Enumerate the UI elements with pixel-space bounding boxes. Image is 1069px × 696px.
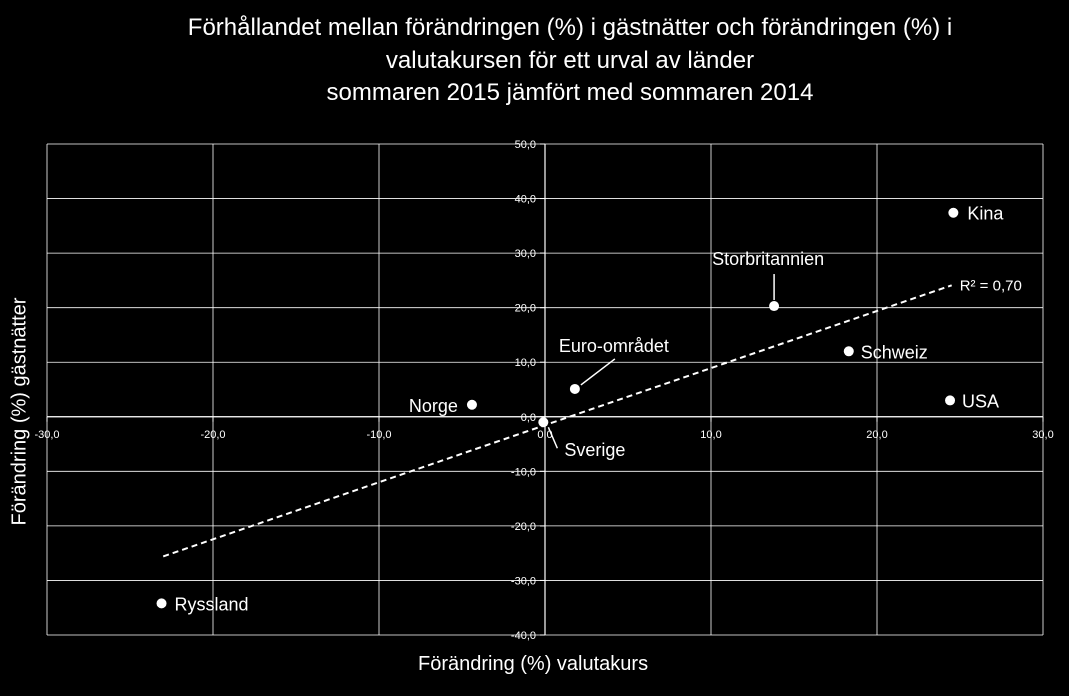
y-tick-label: 10,0 [515,357,536,369]
data-label: Kina [967,204,1004,224]
data-label: Schweiz [861,342,928,362]
data-point [156,598,167,609]
x-tick-label: 0,0 [537,429,552,441]
y-tick-label: 20,0 [515,303,536,315]
leader-line [547,426,559,449]
chart-title-line-1: Förhållandet mellan förändringen (%) i g… [187,14,953,41]
x-axis-title: Förändring (%) valutakurs [418,653,649,675]
x-tick-label: 30,0 [1032,429,1053,441]
data-point [843,346,854,357]
y-tick-label: 0,0 [521,412,536,424]
x-tick-label: -10,0 [366,429,391,441]
data-label: Storbritannien [712,249,824,269]
data-point [569,383,580,394]
y-tick-label: 40,0 [515,194,536,206]
chart-title-line-3: sommaren 2015 jämfört med sommaren 2014 [326,79,814,106]
y-tick-label: 50,0 [515,139,536,151]
data-label: Norge [409,396,458,416]
chart-title-line-2: valutakursen för ett urval av länder [385,47,755,74]
y-axis-title: Förändring (%) gästnätter [8,297,31,526]
data-label: Sverige [564,440,625,460]
data-point [466,399,477,410]
x-tick-label: -20,0 [200,429,225,441]
x-tick-label: 10,0 [700,429,721,441]
data-label: Euro-området [559,336,669,356]
y-tick-label: 30,0 [515,248,536,260]
data-label: USA [962,391,999,411]
x-tick-label: 20,0 [866,429,887,441]
data-point [538,417,549,428]
data-point [769,301,780,312]
data-label: Ryssland [175,594,249,614]
y-tick-label: -40,0 [511,630,536,642]
x-tick-label: -30,0 [34,429,59,441]
leader-line [580,358,616,386]
trendline [162,284,953,558]
y-tick-label: -20,0 [511,521,536,533]
y-tick-label: -30,0 [511,575,536,587]
data-point [945,395,956,406]
data-point [948,207,959,218]
y-tick-label: -10,0 [511,466,536,478]
r-squared-label: R² = 0,70 [960,277,1022,294]
